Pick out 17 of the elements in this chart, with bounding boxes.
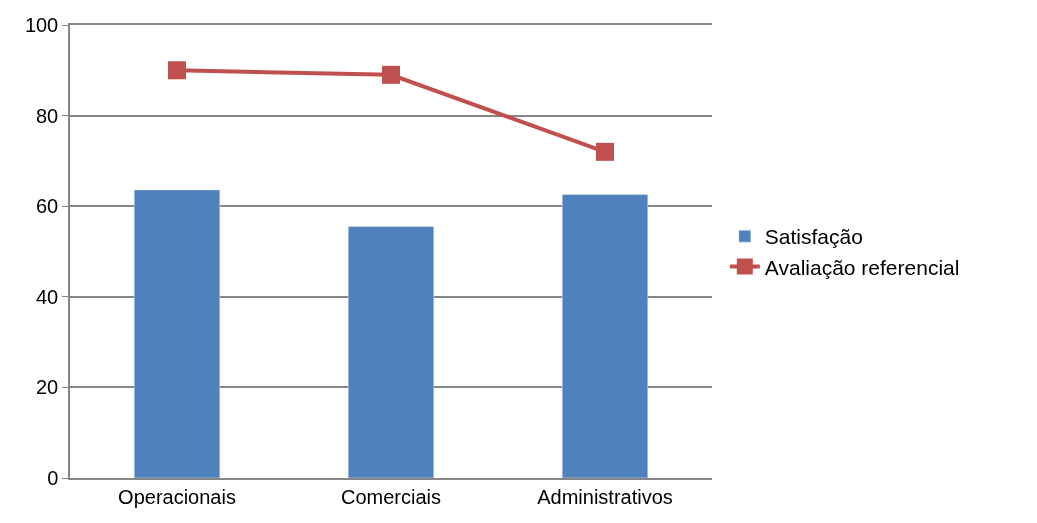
- x-tick-label: Comerciais: [340, 485, 442, 508]
- point: [382, 65, 400, 84]
- bar: [347, 226, 435, 478]
- y-tick-label: 20: [36, 376, 59, 399]
- y-tick-label: 0: [47, 467, 59, 489]
- bar: [561, 194, 649, 478]
- legend-label: Avaliação referencial: [764, 255, 960, 279]
- bar: [133, 189, 221, 478]
- x-tick-label: Administrativos: [537, 485, 673, 508]
- y-tick-label: 80: [36, 104, 59, 127]
- x-tick-label: Operacionais: [118, 485, 236, 508]
- point: [596, 142, 614, 161]
- legend-label: Satisfação: [764, 225, 863, 249]
- y-tick-label: 100: [24, 14, 59, 36]
- point: [168, 61, 186, 80]
- y-tick-label: 60: [36, 195, 59, 218]
- y-tick-label: 40: [36, 285, 59, 308]
